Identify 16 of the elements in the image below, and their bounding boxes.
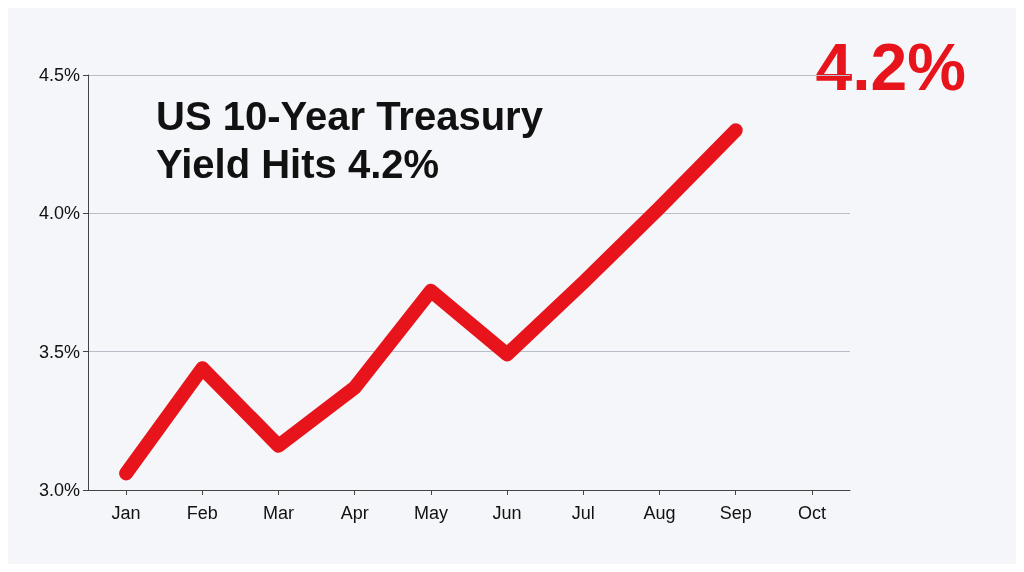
x-tick-label: Apr xyxy=(340,503,369,523)
x-tick-label: Jun xyxy=(492,503,522,523)
x-tick-label: Jul xyxy=(571,503,595,523)
y-tick-label: 3.0% xyxy=(38,480,80,500)
annotation: 4.2% xyxy=(815,30,966,104)
x-tick-label: Aug xyxy=(643,503,676,523)
x-tick-label: Feb xyxy=(186,503,218,523)
x-tick-label: May xyxy=(413,503,448,523)
x-tick-label: Jan xyxy=(111,503,141,523)
y-tick-label: 3.5% xyxy=(38,341,80,362)
x-tick-label: Sep xyxy=(719,503,752,523)
y-tick-label: 4.0% xyxy=(38,203,80,224)
text: US 10-Year Treasury Yield Hits 4.2% xyxy=(156,94,544,186)
y-tick-label: 4.5% xyxy=(38,65,80,85)
x-tick-label: Oct xyxy=(797,503,826,523)
x-tick-label: Mar xyxy=(263,503,294,523)
